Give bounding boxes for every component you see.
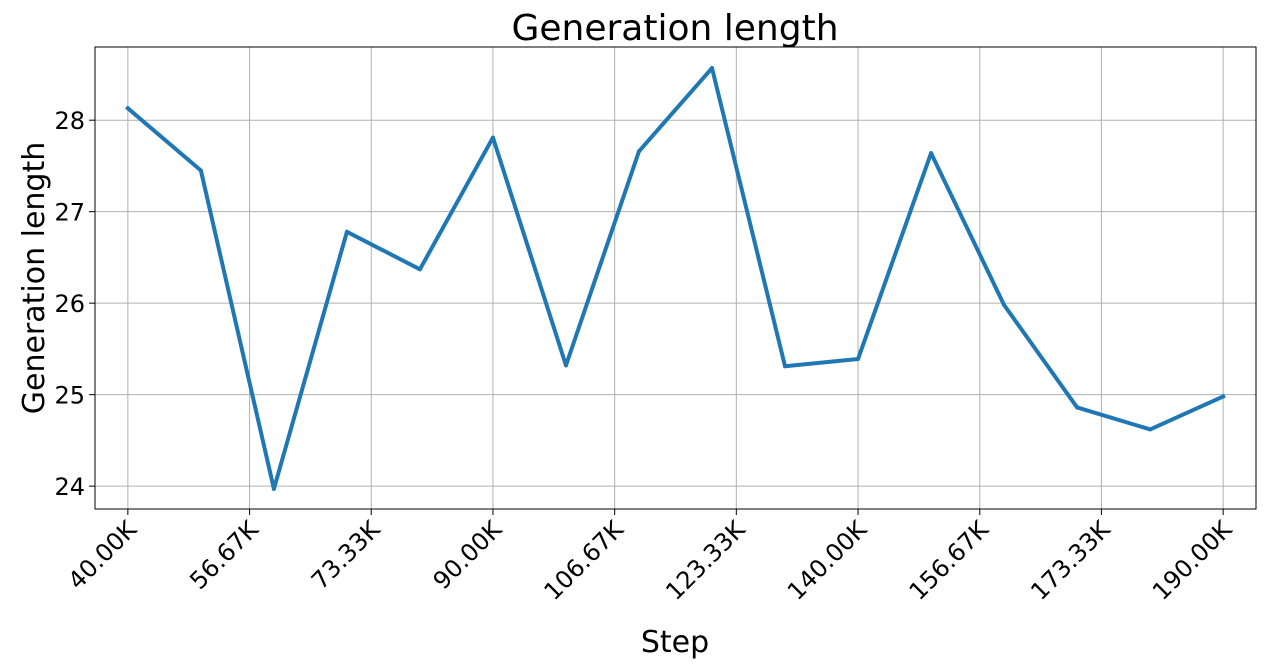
x-tick-label: 156.67K xyxy=(904,515,995,606)
data-point xyxy=(490,135,495,140)
series-line-0 xyxy=(125,66,1226,491)
chart-title: Generation length xyxy=(511,8,838,49)
x-tick-label: 56.67K xyxy=(184,515,264,595)
data-point xyxy=(563,363,568,368)
x-tick-label: 40.00K xyxy=(63,515,143,595)
y-tick-label: 27 xyxy=(54,199,85,227)
data-point xyxy=(1221,394,1226,399)
y-tick-label: 28 xyxy=(54,107,85,135)
y-tick-label: 26 xyxy=(54,290,85,318)
data-point xyxy=(271,486,276,491)
x-axis-label: Step xyxy=(641,625,709,660)
y-axis: 24 25 26 27 28 xyxy=(54,107,95,501)
x-tick-label: 190.00K xyxy=(1147,515,1238,606)
data-point xyxy=(856,356,861,361)
y-tick-label: 25 xyxy=(54,382,85,410)
x-tick-label: 140.00K xyxy=(782,515,873,606)
data-point xyxy=(125,106,130,111)
grid xyxy=(95,47,1256,509)
x-tick-label: 90.00K xyxy=(428,515,508,595)
data-point xyxy=(929,151,934,156)
y-axis-label: Generation length xyxy=(17,142,52,415)
data-point xyxy=(1002,302,1007,307)
plot-frame xyxy=(94,46,1257,510)
series-layer xyxy=(125,66,1226,491)
data-point xyxy=(1075,405,1080,410)
data-point xyxy=(636,149,641,154)
data-point xyxy=(1148,427,1153,432)
x-tick-label: 173.33K xyxy=(1025,515,1116,606)
x-tick-label: 106.67K xyxy=(539,515,630,606)
data-point xyxy=(198,168,203,173)
data-point xyxy=(417,267,422,272)
x-tick-label: 73.33K xyxy=(306,515,386,595)
data-point xyxy=(710,66,715,71)
x-axis: 40.00K 56.67K 73.33K 90.00K 106.67K 123.33K 14… xyxy=(63,509,1238,606)
data-point xyxy=(783,364,788,369)
data-point xyxy=(344,229,349,234)
y-tick-label: 24 xyxy=(54,473,85,501)
x-tick-label: 123.33K xyxy=(660,515,751,606)
